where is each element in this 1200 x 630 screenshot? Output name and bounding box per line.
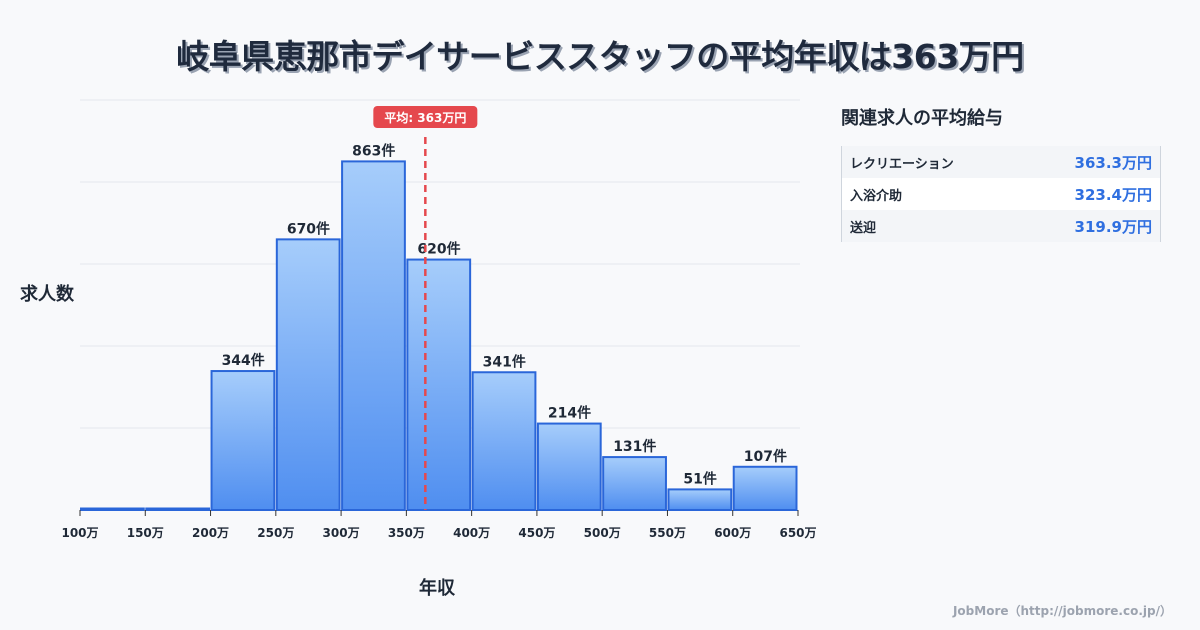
bar-value-label: 344件: [222, 352, 265, 369]
x-tick-label: 150万: [127, 526, 164, 540]
job-category-salary: 319.9万円: [1074, 217, 1152, 236]
histogram-bar: [145, 507, 211, 511]
histogram-chart: 344件 670件 863件 620件 341件 214件 131件 51件 107件 100万…: [61, 99, 817, 540]
histogram-bar: [406, 258, 472, 511]
bar-value-label: 341件: [483, 353, 526, 370]
job-category-name: 送迎: [850, 220, 877, 236]
x-tick-label: 650万: [779, 526, 816, 540]
histogram-bar: [732, 465, 798, 511]
histogram-bar: [341, 160, 406, 511]
histogram-bar: [536, 422, 602, 511]
x-axis-label: 年収: [419, 578, 455, 599]
histogram-bar: [471, 371, 537, 511]
histogram-bar: [80, 507, 145, 511]
mean-badge-label: 平均: 363万円: [384, 110, 466, 125]
x-tick-label: 250万: [257, 526, 294, 540]
x-tick-label: 450万: [518, 526, 555, 540]
x-tick-label: 350万: [388, 526, 425, 540]
histogram-bar: [275, 238, 341, 511]
bar-value-label: 863件: [352, 142, 395, 159]
bar-value-label: 107件: [744, 448, 787, 465]
job-category-name: 入浴介助: [850, 188, 903, 204]
bar-value-label: 131件: [613, 438, 656, 455]
job-category-salary: 363.3万円: [1074, 153, 1152, 172]
bar-value-label: 620件: [417, 241, 460, 258]
x-axis: 100万 150万 200万 250万 300万 350万 400万 450万 500万 550万…: [61, 510, 817, 540]
histogram-bar: [667, 488, 733, 512]
x-tick-label: 100万: [61, 526, 98, 540]
related-salary-title: 関連求人の平均給与: [841, 108, 1003, 129]
mean-marker: 平均: 363万円: [373, 106, 478, 510]
related-salary-row: レクリエーション 363.3万円: [842, 146, 1160, 178]
related-salary-row: 送迎 319.9万円: [842, 210, 1160, 242]
page-title: 岐阜県恵那市デイサービススタッフの平均年収は363万円: [176, 37, 1024, 76]
mean-badge: [373, 106, 478, 128]
histogram-bar: [602, 456, 667, 511]
y-axis-label: 求人数: [20, 284, 74, 305]
bar-value-label: 51件: [683, 470, 716, 487]
x-tick-label: 600万: [714, 526, 751, 540]
related-salary-row: 入浴介助 323.4万円: [842, 178, 1160, 210]
bar-value-label: 214件: [548, 405, 591, 422]
x-tick-label: 400万: [453, 526, 490, 540]
job-category-salary: 323.4万円: [1074, 185, 1152, 204]
x-tick-label: 300万: [323, 526, 360, 540]
source-credit: JobMore（http://jobmore.co.jp/）: [952, 604, 1172, 618]
histogram-bar: [210, 370, 276, 511]
x-tick-label: 550万: [649, 526, 686, 540]
x-tick-label: 500万: [584, 526, 621, 540]
bar-value-label: 670件: [287, 220, 330, 237]
x-tick-label: 200万: [192, 526, 229, 540]
job-category-name: レクリエーション: [850, 156, 954, 172]
bars: 344件 670件 863件 620件 341件 214件 131件 51件 107件: [80, 142, 798, 512]
related-salary-table: レクリエーション 363.3万円 入浴介助 323.4万円 送迎 319.9万円: [841, 146, 1161, 242]
